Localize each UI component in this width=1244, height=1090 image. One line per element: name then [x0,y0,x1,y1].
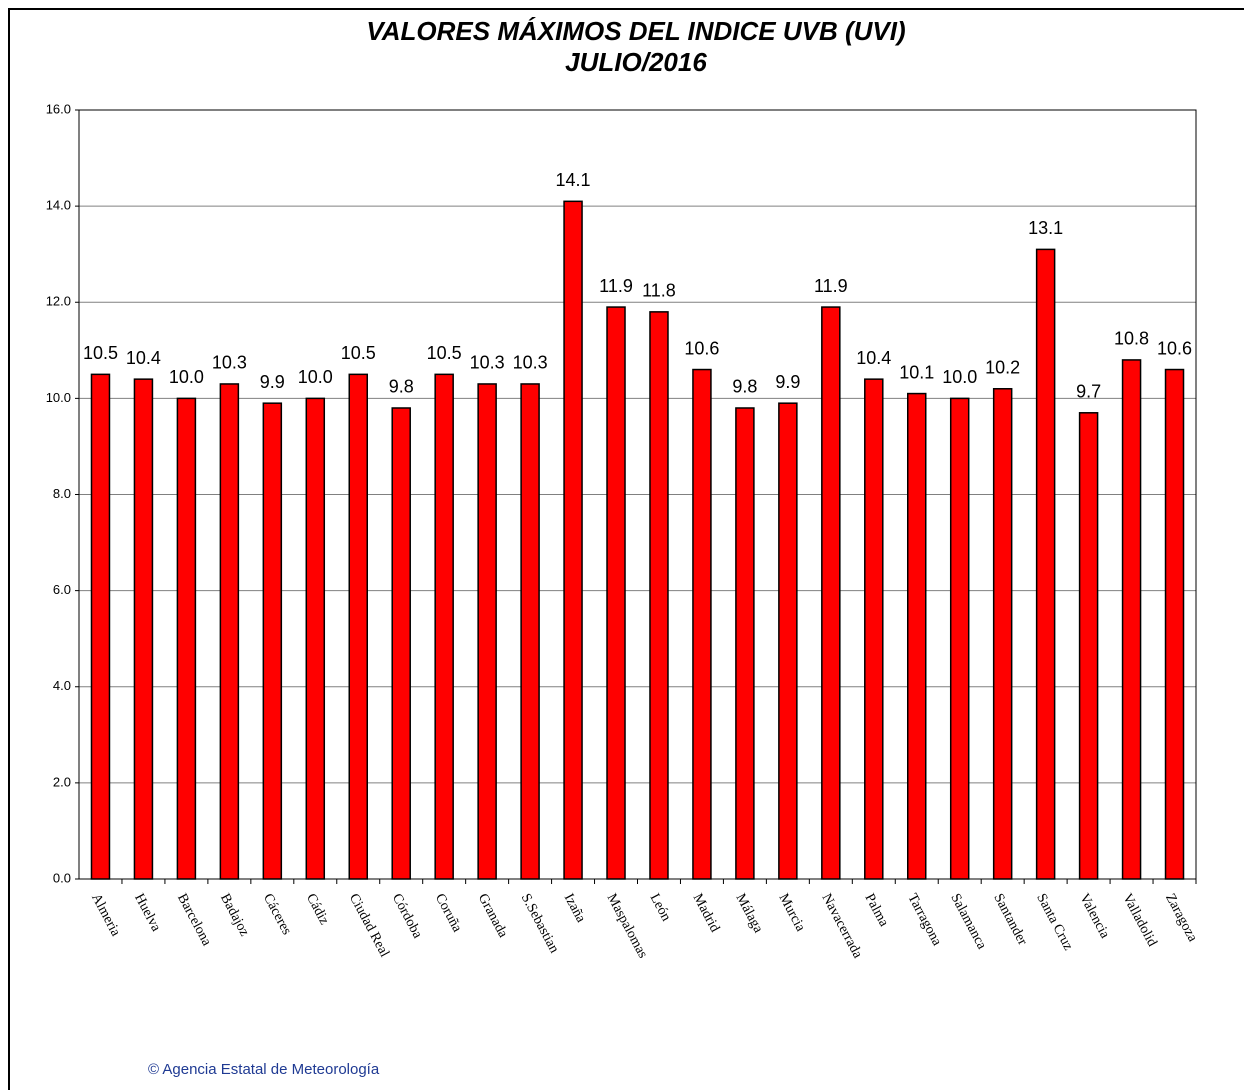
bar [992,388,1013,880]
value-label: 10.8 [1114,329,1149,349]
source: © Agencia Estatal de Meteorología [148,1061,380,1078]
x-tick-label: Málaga [733,891,766,936]
bar [176,397,197,880]
x-tick-label: Huelva [131,891,164,934]
value-label: 10.3 [470,353,505,373]
bar [305,397,326,880]
value-label: 14.1 [556,170,591,190]
value-label: 10.3 [513,353,548,373]
value-label: 10.0 [298,367,333,387]
bar [735,407,755,880]
bar [90,373,111,880]
value-label: 11.8 [642,281,676,301]
x-tick-label: Santa Cruz [1033,891,1075,953]
value-label: 11.9 [814,276,848,296]
value-label: 10.5 [83,343,118,363]
value-label: 10.5 [341,343,376,363]
bar [520,383,540,880]
x-tick-label: Córdoba [389,891,425,941]
x-tick-label: Almeria [88,891,123,939]
value-label: 10.6 [1157,338,1192,358]
x-tick-label: Palma [861,891,891,930]
y-tick-label: 14.0 [46,198,71,213]
value-label: 13.1 [1028,218,1063,238]
y-tick-label: 6.0 [53,582,71,597]
x-tick-label: Granada [475,891,511,941]
bar [1164,368,1185,880]
value-label: 9.9 [775,372,800,392]
value-label: 10.4 [856,348,891,368]
y-tick-label: 16.0 [46,101,71,116]
bar [907,392,927,880]
value-label: 10.5 [427,343,462,363]
x-tick-label: Coruña [432,891,465,935]
x-tick-label: Izaña [561,891,589,925]
x-tick-label: Murcia [775,891,808,934]
bar [434,373,454,880]
bar [649,311,669,880]
bar [1121,359,1142,880]
value-label: 9.9 [260,372,285,392]
y-tick-label: 0.0 [53,870,71,885]
y-tick-label: 8.0 [53,486,71,501]
value-label: 10.6 [684,338,719,358]
value-label: 9.8 [389,377,414,397]
x-tick-label: Badajoz [217,891,252,939]
x-tick-label: Madrid [690,891,723,934]
chart-title: VALORES MÁXIMOS DEL INDICE UVB (UVI) [366,16,905,46]
x-tick-label: Barcelona [174,891,214,949]
chart-subtitle: JULIO/2016 [565,47,707,77]
bar [391,407,411,880]
bar [348,373,368,880]
bar [477,383,497,880]
x-tick-label: Ciudad Real [346,891,392,960]
bar [692,368,712,880]
x-tick-label: Tarragona [904,891,944,949]
x-tick-label: Maspalomas [604,891,650,961]
bar [606,306,626,880]
frame [8,8,1244,1090]
value-label: 10.0 [169,367,204,387]
x-tick-label: S.Sebastian [518,891,562,955]
bar [821,306,841,880]
bar [864,378,884,880]
y-tick-label: 10.0 [46,390,71,405]
bar [949,397,970,880]
x-tick-label: Valladolid [1119,891,1159,949]
value-label: 10.0 [942,367,977,387]
bar [1078,412,1099,880]
x-tick-label: Cáceres [260,891,294,937]
x-tick-label: Salamanca [947,891,989,952]
value-label: 9.8 [732,377,757,397]
x-tick-label: Zaragoza [1162,891,1200,945]
value-label: 10.2 [985,358,1020,378]
x-tick-label: Navacerrada [818,891,865,961]
x-tick-label: Valencia [1076,891,1112,941]
y-tick-label: 4.0 [53,678,71,693]
x-tick-label: León [647,891,674,923]
value-label: 10.1 [899,362,934,382]
value-label: 10.3 [212,353,247,373]
x-tick-label: Cádiz [303,891,332,927]
x-tick-label: Santander [990,891,1030,948]
bar [262,402,283,880]
bar [219,383,240,880]
bar [1035,248,1056,880]
bar [563,200,583,880]
bar [778,402,798,880]
value-label: 11.9 [599,276,633,296]
value-label: 10.4 [126,348,161,368]
bar [133,378,154,880]
y-tick-label: 12.0 [46,294,71,309]
y-tick-label: 2.0 [53,774,71,789]
value-label: 9.7 [1076,382,1101,402]
